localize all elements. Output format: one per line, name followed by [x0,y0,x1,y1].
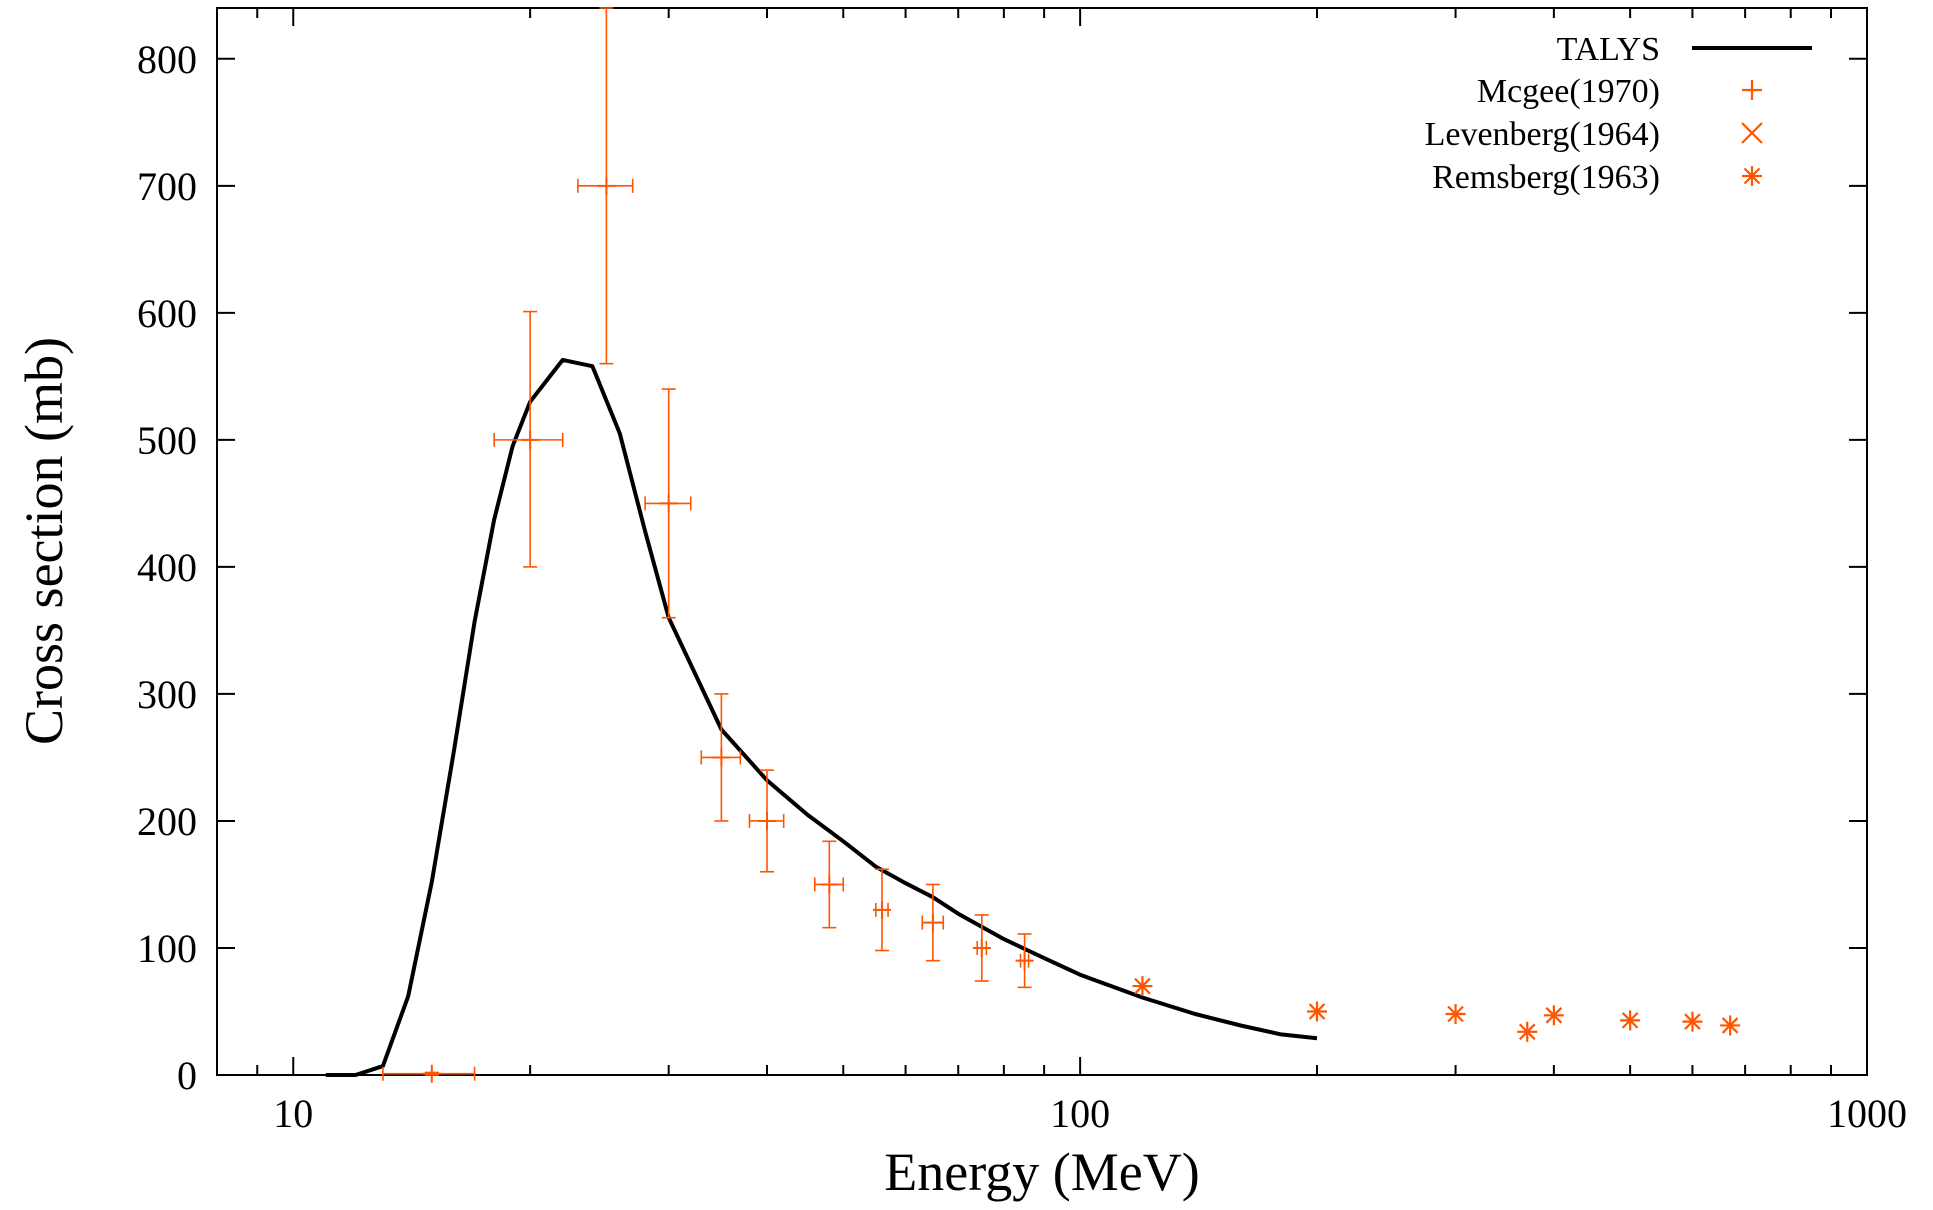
remsberg-data-point [1620,1010,1641,1031]
mcgee-data-point [921,883,945,962]
x-tick-label: 1000 [1827,1091,1907,1136]
mcgee-data-point [813,840,845,929]
remsberg-data-point [1543,1005,1564,1026]
x-axis-title: Energy (MeV) [884,1142,1199,1202]
mcgee-data-point [493,310,564,568]
y-axis-ticks: 0 100 200 300 400 500 600 700 800 [137,37,1867,1098]
y-tick-label: 0 [177,1053,197,1098]
remsberg-data-point [1720,1015,1741,1036]
y-tick-label: 400 [137,545,197,590]
legend-label: Mcgee(1970) [1477,73,1660,110]
remsberg-data-point [1307,1001,1327,1022]
y-tick-label: 500 [137,418,197,463]
mcgee-data-point [1015,933,1034,989]
legend-marker [1742,166,1762,186]
y-tick-label: 300 [137,672,197,717]
mcgee-data-point [577,7,634,365]
legend-label: Levenberg(1964) [1425,116,1660,153]
legend-label: Remsberg(1963) [1432,159,1660,196]
remsberg-data-point [1132,976,1153,997]
remsberg-data-point [1682,1011,1703,1032]
y-tick-label: 700 [137,164,197,209]
mcgee-data-point [872,868,891,952]
remsberg-data-point [1517,1021,1538,1042]
mcgee-data-point [748,769,785,873]
mcgee-data-point [382,1064,476,1083]
x-tick-label: 10 [273,1091,313,1136]
legend-label: TALYS [1557,31,1660,68]
mcgee-data-point [700,693,742,822]
x-axis-ticks: 10 100 1000 [216,8,1907,1136]
remsberg-data-point [1445,1004,1466,1025]
legend-marker [1742,80,1762,100]
legend-marker [1741,122,1763,144]
plot-frame [216,7,1868,1076]
y-tick-label: 800 [137,37,197,82]
talys-curve [325,357,1318,1077]
mcgee-data-point [644,388,692,619]
y-tick-label: 600 [137,291,197,336]
series-layer [325,7,1741,1083]
y-axis-title: Cross section (mb) [14,337,74,745]
x-tick-label: 100 [1050,1091,1110,1136]
mcgee-data-point [972,914,991,982]
y-tick-label: 100 [137,926,197,971]
y-tick-label: 200 [137,799,197,844]
legend: TALYS Mcgee(1970) Levenberg(1964) Remsberg(… [1425,31,1812,196]
